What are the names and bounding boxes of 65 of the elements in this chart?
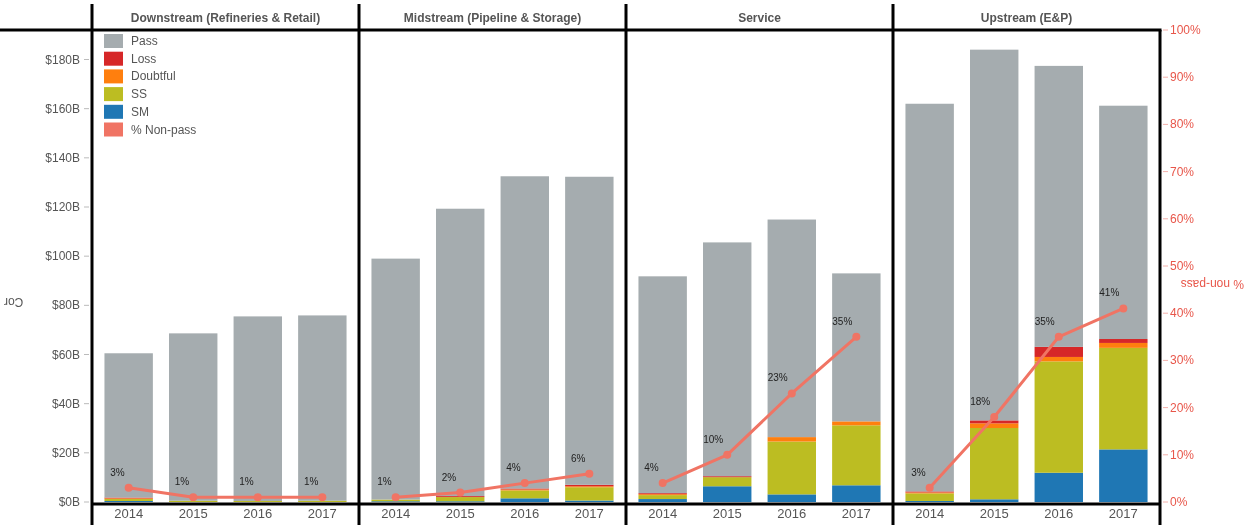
y2-tick-label: 100% xyxy=(1170,23,1202,37)
y-tick-label: $100B xyxy=(45,249,80,264)
y2-tick-label: 50% xyxy=(1170,259,1195,273)
data-label: 35% xyxy=(832,315,853,327)
data-label: 35% xyxy=(1034,315,1055,327)
y-tick-label: $40B xyxy=(51,396,80,411)
x-tick-label: 2016 xyxy=(777,506,807,521)
legend-label: Doubtful xyxy=(131,69,176,84)
y2-tick-label: 80% xyxy=(1170,117,1195,132)
legend-label: Pass xyxy=(131,34,158,48)
data-label: 23% xyxy=(767,372,788,384)
y2-axis-title: % non-pass xyxy=(1180,277,1244,291)
x-tick-label: 2015 xyxy=(178,506,208,521)
y2-tick-label: 60% xyxy=(1170,211,1195,226)
y-tick-label: $160B xyxy=(45,101,80,116)
chart-title: Midstream (Pipeline & Storage) xyxy=(403,11,582,25)
y2-tick-label: 0% xyxy=(1170,495,1188,509)
y-tick-label: $20B xyxy=(51,445,80,460)
x-tick-label: 2014 xyxy=(915,506,945,521)
y2-tick-label: 70% xyxy=(1170,164,1195,179)
x-tick-label: 2014 xyxy=(381,506,411,521)
y-tick-label: $180B xyxy=(45,52,80,67)
chart-title: Upstream (E&P) xyxy=(980,11,1073,25)
data-label: 4% xyxy=(644,462,659,474)
x-tick-label: 2014 xyxy=(114,506,144,521)
y-tick-label: $60B xyxy=(51,347,80,362)
legend-label: SS xyxy=(131,87,148,102)
x-tick-label: 2016 xyxy=(1044,506,1074,521)
y2-tick-label: 20% xyxy=(1170,400,1195,415)
data-label: 18% xyxy=(970,396,991,408)
data-label: 3% xyxy=(911,466,926,478)
x-tick-label: 2016 xyxy=(510,506,540,521)
chart-title: Service xyxy=(738,11,782,25)
data-label: 1% xyxy=(239,476,254,488)
legend-label: Loss xyxy=(131,51,157,66)
x-tick-label: 2017 xyxy=(841,506,871,521)
y-tick-label: $140B xyxy=(45,150,80,165)
data-label: 4% xyxy=(506,462,521,474)
x-tick-label: 2015 xyxy=(445,506,475,521)
y-axis-title: Cor xyxy=(4,295,24,309)
data-label: 10% xyxy=(703,433,724,445)
data-label: 2% xyxy=(441,471,457,483)
y-tick-label: $80B xyxy=(51,298,80,313)
x-tick-label: 2017 xyxy=(574,506,604,521)
data-label: 1% xyxy=(303,476,319,488)
x-tick-label: 2017 xyxy=(307,506,337,521)
x-tick-label: 2015 xyxy=(712,506,742,521)
x-tick-label: 2015 xyxy=(979,506,1009,521)
x-tick-label: 2014 xyxy=(648,506,678,521)
x-tick-label: 2017 xyxy=(1108,506,1138,521)
y-tick-label: $0B xyxy=(58,495,80,509)
legend-label: % Non-pass xyxy=(131,122,197,137)
data-label: 6% xyxy=(570,452,586,464)
y2-tick-label: 90% xyxy=(1170,70,1195,85)
y2-tick-label: 30% xyxy=(1170,353,1195,368)
legend-label: SM xyxy=(131,104,149,119)
y2-tick-label: 10% xyxy=(1170,447,1195,462)
data-label: 41% xyxy=(1099,287,1120,299)
chart-title: Downstream (Refineries & Retail) xyxy=(130,11,321,25)
data-label: 1% xyxy=(377,476,392,488)
x-tick-label: 2016 xyxy=(243,506,273,521)
y-tick-label: $120B xyxy=(45,200,80,214)
y2-tick-label: 40% xyxy=(1170,306,1195,321)
data-label: 1% xyxy=(174,476,190,488)
data-label: 3% xyxy=(110,466,125,478)
